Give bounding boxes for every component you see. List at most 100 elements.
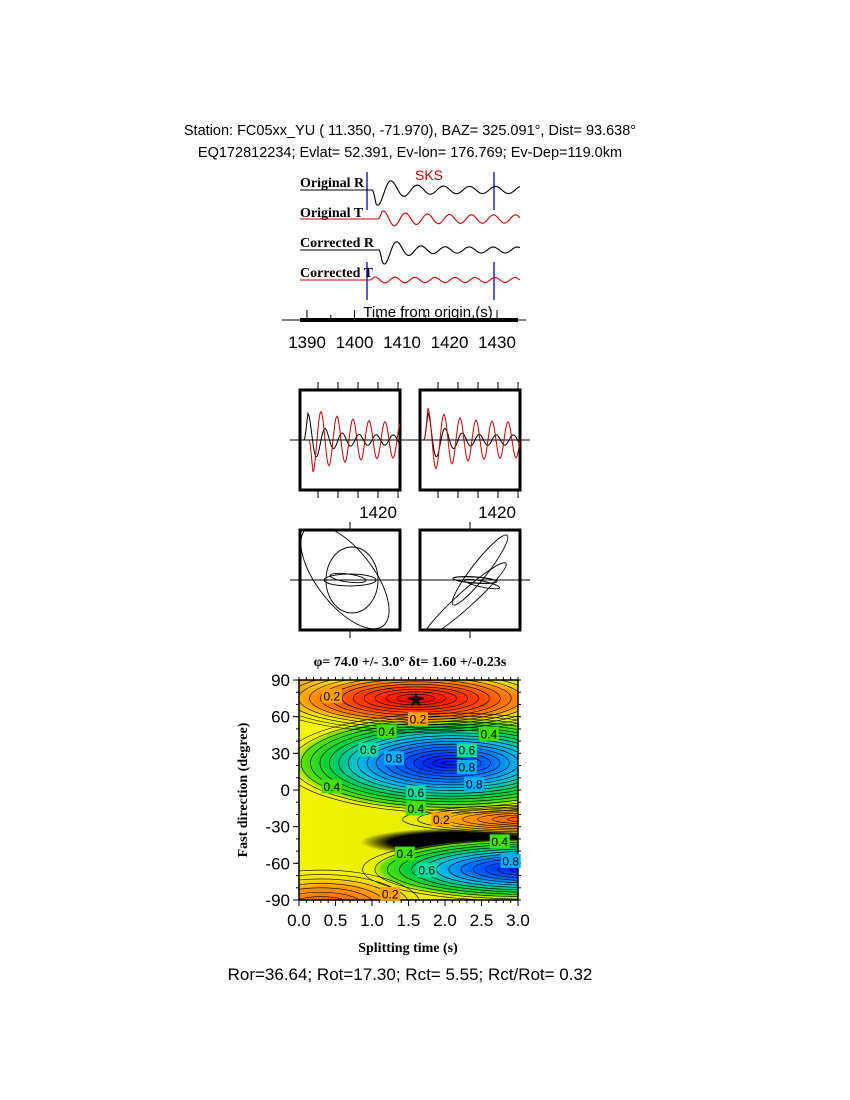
contour-line <box>477 813 518 826</box>
contour-line <box>374 839 518 900</box>
x-tick-label: 0.5 <box>324 911 348 930</box>
contour-line <box>386 841 518 897</box>
contour-line <box>407 696 425 701</box>
contour-label: 0.4 <box>397 847 414 861</box>
panel-tick-label: 1420 <box>478 503 516 522</box>
contour-line <box>299 891 360 900</box>
contour-label: 0.2 <box>433 813 450 827</box>
x-tick-label: 0.0 <box>287 911 311 930</box>
contour-fill-high <box>299 715 518 811</box>
time-tick-label: 1400 <box>336 333 374 352</box>
time-axis-label: Time from origin (s) <box>363 304 492 321</box>
contour-label-box <box>394 846 415 861</box>
trace-label-corrected-t: Corrected T <box>300 266 374 281</box>
contour-line <box>448 853 518 886</box>
contour-label-box <box>431 812 452 827</box>
contour-label: 0.4 <box>378 725 395 739</box>
contour-line <box>411 846 518 893</box>
contour-label: 0.2 <box>410 713 427 727</box>
contour-line <box>396 694 436 703</box>
contour-line <box>357 735 518 791</box>
contour-line <box>299 883 385 900</box>
y-tick-label: 90 <box>271 671 290 690</box>
contour-label-box <box>500 853 521 868</box>
contour-line <box>299 887 373 900</box>
contour-line <box>507 816 518 823</box>
splitting-contour-plot: φ= 74.0 +/- 3.0° δt= 1.60 +/-0.23s 0.0 0.… <box>236 655 543 956</box>
contour-label-box <box>456 743 477 758</box>
contour-label: 0.4 <box>491 835 508 849</box>
measurement-stats: Ror=36.64; Rot=17.30; Rct= 5.55; Rct/Rot… <box>228 965 593 984</box>
particle-motion <box>452 576 498 584</box>
particle-motion <box>451 534 509 606</box>
contour-line <box>299 874 409 900</box>
transverse-waveform <box>420 407 520 470</box>
trace-3 <box>300 276 521 284</box>
contour-label-box <box>321 779 342 794</box>
station-info: Station: FC05xx_YU ( 11.350, -71.970), B… <box>184 123 636 139</box>
contour-line <box>329 726 518 800</box>
contour-line <box>417 806 518 832</box>
panel-tick-label: 1420 <box>359 503 397 522</box>
contour-label: 0.8 <box>502 854 519 868</box>
contour-line <box>399 844 518 895</box>
contour-line <box>385 691 446 706</box>
contour-label-box <box>358 742 379 757</box>
contour-line <box>299 896 346 900</box>
time-tick-label: 1430 <box>478 333 516 352</box>
contour-line <box>492 814 518 824</box>
transverse-waveform <box>300 410 400 473</box>
best-fit-star-icon: ★ <box>407 690 425 712</box>
contour-line <box>319 724 518 803</box>
contour-line <box>374 689 457 708</box>
particle-motion <box>423 562 507 630</box>
contour-label: 0.6 <box>418 864 435 878</box>
x-tick-label: 3.0 <box>506 911 530 930</box>
waveform-traces: Original R Original T Corrected R Correc… <box>282 167 526 352</box>
x-tick-label: 1.0 <box>360 911 384 930</box>
contour-line <box>485 860 518 879</box>
y-tick-label: -90 <box>265 891 290 910</box>
contour-line <box>366 738 518 788</box>
contour-label-box <box>478 726 499 741</box>
contour-line <box>310 721 518 805</box>
radial-waveform <box>300 411 400 458</box>
contour-label-box <box>405 785 426 800</box>
contour-ylabel: Fast direction (degree) <box>236 722 251 857</box>
contour-line <box>509 865 518 874</box>
contour-label-box <box>380 886 401 901</box>
particle-motion <box>300 530 390 630</box>
contour-line <box>299 680 518 728</box>
contour-label: 0.8 <box>386 752 403 766</box>
phase-label: SKS <box>415 167 443 183</box>
contour-title: φ= 74.0 +/- 3.0° δt= 1.60 +/-0.23s <box>314 655 507 670</box>
contour-line <box>300 718 518 808</box>
contour-label-box <box>464 776 485 791</box>
trace-2 <box>300 241 521 265</box>
contour-label-box <box>405 801 426 816</box>
contour-line <box>473 858 518 881</box>
time-tick-label: 1420 <box>431 333 469 352</box>
contour-line <box>523 818 543 821</box>
contour-line <box>376 741 518 786</box>
contour-line <box>347 732 518 794</box>
contour-line <box>523 867 543 871</box>
trace-label-original-r: Original R <box>300 176 365 191</box>
trace-1 <box>300 210 521 227</box>
contour-line <box>362 837 518 900</box>
contour-label: 0.2 <box>324 689 341 703</box>
x-tick-label: 2.0 <box>433 911 457 930</box>
y-tick-label: 60 <box>271 708 290 727</box>
event-info: EQ172812234; Evlat= 52.391, Ev-lon= 176.… <box>198 145 622 161</box>
y-tick-label: 30 <box>271 744 290 763</box>
contour-label-box <box>416 863 437 878</box>
contour-label-box <box>489 834 510 849</box>
y-tick-label: -30 <box>265 818 290 837</box>
x-tick-label: 2.5 <box>470 911 494 930</box>
contour-label: 0.4 <box>324 780 341 794</box>
contour-line <box>413 752 491 774</box>
trace-0 <box>300 180 521 206</box>
contour-label-box <box>321 688 342 703</box>
contour-label-box <box>407 712 428 727</box>
